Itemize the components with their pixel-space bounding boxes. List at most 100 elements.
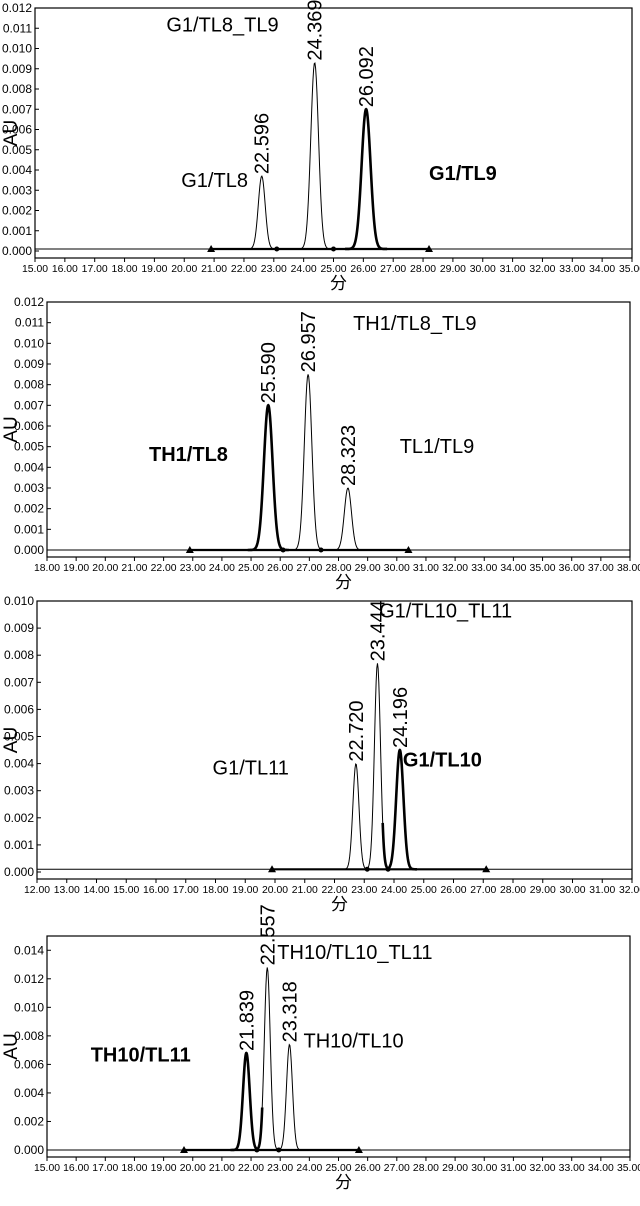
x-tick-label: 31.00 (500, 1163, 526, 1174)
y-tick-label: 0.004 (14, 460, 44, 474)
peak-retention-label: 22.596 (252, 113, 274, 174)
peak-annotation: TL1/TL9 (400, 436, 474, 458)
x-tick-label: 27.00 (384, 1163, 410, 1174)
main-peak-annotation: TH1/TL8 (149, 444, 228, 466)
x-tick-label: 18.00 (121, 1163, 147, 1174)
y-tick-label: 0.001 (4, 838, 34, 852)
y-tick-label: 0.000 (2, 244, 32, 258)
x-tick-label: 19.00 (141, 264, 167, 275)
x-tick-label: 25.00 (411, 885, 437, 896)
drop-line-point (319, 548, 324, 553)
x-tick-label: 28.00 (410, 264, 436, 275)
peak-retention-label: 22.557 (257, 904, 279, 965)
x-tick-label: 24.00 (381, 885, 407, 896)
y-tick-label: 0.002 (14, 502, 44, 516)
y-axis-title: AU (1, 1033, 22, 1059)
y-axis-title: AU (1, 416, 22, 442)
drop-line-point (331, 246, 336, 251)
x-tick-label: 22.00 (238, 1163, 264, 1174)
y-tick-label: 0.003 (14, 481, 44, 495)
x-tick-label: 26.00 (355, 1163, 381, 1174)
y-tick-label: 0.002 (4, 811, 34, 825)
x-tick-label: 26.00 (350, 264, 376, 275)
signal-trace (37, 663, 632, 869)
x-tick-label: 21.00 (292, 885, 318, 896)
x-tick-label: 30.00 (471, 1163, 497, 1174)
chart-panel-3: 0.0000.0010.0020.0030.0040.0050.0060.007… (1, 594, 640, 914)
y-tick-label: 0.008 (4, 648, 34, 662)
y-tick-label: 0.000 (14, 543, 44, 557)
peak-retention-label: 26.957 (298, 311, 320, 372)
peak-annotation: G1/TL10_TL11 (379, 600, 512, 622)
x-tick-label: 32.00 (529, 264, 555, 275)
x-tick-label: 21.00 (121, 563, 147, 574)
plot-frame (37, 601, 632, 879)
x-tick-label: 17.00 (92, 1163, 118, 1174)
y-tick-label: 0.007 (4, 675, 34, 689)
x-tick-label: 20.00 (180, 1163, 206, 1174)
x-tick-label: 23.00 (267, 1163, 293, 1174)
y-tick-label: 0.002 (14, 1114, 44, 1128)
x-tick-label: 34.00 (588, 1163, 614, 1174)
x-tick-label: 23.00 (180, 563, 206, 574)
x-tick-label: 32.00 (442, 563, 468, 574)
x-tick-label: 15.00 (34, 1163, 60, 1174)
x-tick-label: 12.00 (24, 885, 50, 896)
x-tick-label: 27.00 (470, 885, 496, 896)
main-peak-trace (345, 109, 387, 249)
x-axis-title: 分 (331, 895, 348, 914)
x-tick-label: 34.00 (500, 563, 526, 574)
y-tick-label: 0.004 (2, 163, 32, 177)
y-tick-label: 0.012 (14, 972, 44, 986)
x-tick-label: 19.00 (232, 885, 258, 896)
x-tick-label: 30.00 (560, 885, 586, 896)
x-tick-label: 25.00 (238, 563, 264, 574)
peak-annotation: TH10/TL10 (304, 1030, 404, 1052)
y-tick-label: 0.004 (14, 1086, 44, 1100)
x-tick-label: 26.00 (441, 885, 467, 896)
x-tick-label: 30.00 (470, 264, 496, 275)
peak-retention-label: 26.092 (356, 46, 378, 107)
drop-line-point (386, 867, 391, 872)
x-axis-title: 分 (335, 1173, 352, 1192)
x-tick-label: 37.00 (588, 563, 614, 574)
x-tick-label: 16.00 (63, 1163, 89, 1174)
peak-retention-label: 24.196 (390, 687, 412, 748)
drop-line-point (254, 1148, 259, 1153)
x-tick-label: 27.00 (296, 563, 322, 574)
peak-retention-label: 23.318 (279, 981, 301, 1042)
chart-panel-1: 0.0000.0010.0020.0030.0040.0050.0060.007… (1, 0, 640, 293)
y-tick-label: 0.004 (4, 757, 34, 771)
y-tick-label: 0.012 (14, 295, 44, 309)
x-tick-label: 33.00 (559, 264, 585, 275)
y-tick-label: 0.006 (4, 702, 34, 716)
peak-retention-label: 25.590 (258, 342, 280, 403)
x-tick-label: 28.00 (500, 885, 526, 896)
y-tick-label: 0.003 (4, 784, 34, 798)
x-tick-label: 31.00 (500, 264, 526, 275)
y-tick-label: 0.007 (2, 102, 32, 116)
x-tick-label: 18.00 (203, 885, 229, 896)
x-tick-label: 15.00 (22, 264, 48, 275)
x-tick-label: 30.00 (384, 563, 410, 574)
y-tick-label: 0.011 (15, 316, 44, 330)
y-tick-label: 0.011 (3, 21, 32, 35)
x-tick-label: 32.00 (530, 1163, 556, 1174)
x-tick-label: 19.00 (151, 1163, 177, 1174)
y-tick-label: 0.010 (14, 336, 44, 350)
y-tick-label: 0.009 (4, 621, 34, 635)
x-tick-label: 36.00 (559, 563, 585, 574)
x-tick-label: 35.00 (530, 563, 556, 574)
x-tick-label: 20.00 (262, 885, 288, 896)
x-tick-label: 26.00 (267, 563, 293, 574)
main-peak-annotation: G1/TL9 (429, 163, 497, 185)
x-tick-label: 22.00 (151, 563, 177, 574)
x-tick-label: 15.00 (113, 885, 139, 896)
y-tick-label: 0.010 (4, 594, 34, 608)
plot-frame (35, 8, 632, 258)
x-axis-title: 分 (330, 274, 347, 293)
peak-annotation: TH1/TL8_TL9 (353, 313, 476, 335)
x-tick-label: 19.00 (63, 563, 89, 574)
peak-retention-label: 28.323 (338, 425, 360, 486)
